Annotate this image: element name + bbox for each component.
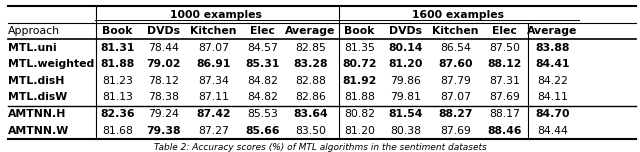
Text: Elec: Elec <box>492 26 517 36</box>
Text: MTL.weighted: MTL.weighted <box>8 59 95 69</box>
Text: Kitchen: Kitchen <box>433 26 479 36</box>
Text: 87.07: 87.07 <box>198 43 229 53</box>
Text: 87.27: 87.27 <box>198 126 229 136</box>
Text: 1600 examples: 1600 examples <box>412 10 504 20</box>
Text: 88.46: 88.46 <box>487 126 522 136</box>
Text: Elec: Elec <box>250 26 275 36</box>
Text: 87.79: 87.79 <box>440 76 471 86</box>
Text: 88.27: 88.27 <box>438 109 473 119</box>
Text: 83.28: 83.28 <box>293 59 328 69</box>
Text: 87.07: 87.07 <box>440 92 471 102</box>
Text: 88.12: 88.12 <box>488 59 522 69</box>
Text: 87.11: 87.11 <box>198 92 229 102</box>
Text: 82.36: 82.36 <box>100 109 135 119</box>
Text: MTL.disW: MTL.disW <box>8 92 68 102</box>
Text: DVDs: DVDs <box>389 26 422 36</box>
Text: 87.34: 87.34 <box>198 76 229 86</box>
Text: 84.82: 84.82 <box>247 92 278 102</box>
Text: 81.54: 81.54 <box>388 109 423 119</box>
Text: 81.23: 81.23 <box>102 76 133 86</box>
Text: 81.88: 81.88 <box>100 59 134 69</box>
Text: 87.31: 87.31 <box>489 76 520 86</box>
Text: Kitchen: Kitchen <box>191 26 237 36</box>
Text: Table 2: Accuracy scores (%) of MTL algorithms in the sentiment datasets: Table 2: Accuracy scores (%) of MTL algo… <box>154 143 486 152</box>
Text: 79.81: 79.81 <box>390 92 421 102</box>
Text: 83.88: 83.88 <box>535 43 570 53</box>
Text: 79.02: 79.02 <box>147 59 180 69</box>
Text: 81.92: 81.92 <box>342 76 377 86</box>
Text: AMTNN.H: AMTNN.H <box>8 109 67 119</box>
Text: 87.50: 87.50 <box>489 43 520 53</box>
Text: 81.68: 81.68 <box>102 126 133 136</box>
Text: 80.82: 80.82 <box>344 109 375 119</box>
Text: 83.64: 83.64 <box>293 109 328 119</box>
Text: 85.31: 85.31 <box>245 59 280 69</box>
Text: 80.72: 80.72 <box>342 59 377 69</box>
Text: MTL.disH: MTL.disH <box>8 76 65 86</box>
Text: 82.86: 82.86 <box>295 92 326 102</box>
Text: 84.57: 84.57 <box>247 43 278 53</box>
Text: Average: Average <box>527 26 578 36</box>
Text: Approach: Approach <box>8 26 60 36</box>
Text: 78.44: 78.44 <box>148 43 179 53</box>
Text: 81.20: 81.20 <box>388 59 423 69</box>
Text: 87.60: 87.60 <box>438 59 473 69</box>
Text: 86.91: 86.91 <box>196 59 231 69</box>
Text: 84.82: 84.82 <box>247 76 278 86</box>
Text: 81.35: 81.35 <box>344 43 375 53</box>
Text: 79.24: 79.24 <box>148 109 179 119</box>
Text: AMTNN.W: AMTNN.W <box>8 126 70 136</box>
Text: 1000 examples: 1000 examples <box>170 10 262 20</box>
Text: 79.86: 79.86 <box>390 76 421 86</box>
Text: 83.50: 83.50 <box>295 126 326 136</box>
Text: 80.38: 80.38 <box>390 126 421 136</box>
Text: 85.66: 85.66 <box>245 126 280 136</box>
Text: DVDs: DVDs <box>147 26 180 36</box>
Text: 81.88: 81.88 <box>344 92 375 102</box>
Text: Average: Average <box>285 26 335 36</box>
Text: 80.14: 80.14 <box>388 43 423 53</box>
Text: 84.11: 84.11 <box>537 92 568 102</box>
Text: Book: Book <box>102 26 132 36</box>
Text: 84.22: 84.22 <box>537 76 568 86</box>
Text: 87.69: 87.69 <box>489 92 520 102</box>
Text: 82.88: 82.88 <box>295 76 326 86</box>
Text: 81.20: 81.20 <box>344 126 375 136</box>
Text: 81.13: 81.13 <box>102 92 133 102</box>
Text: 86.54: 86.54 <box>440 43 471 53</box>
Text: 78.12: 78.12 <box>148 76 179 86</box>
Text: 82.85: 82.85 <box>295 43 326 53</box>
Text: 85.53: 85.53 <box>247 109 278 119</box>
Text: 84.70: 84.70 <box>535 109 570 119</box>
Text: 84.41: 84.41 <box>535 59 570 69</box>
Text: MTL.uni: MTL.uni <box>8 43 57 53</box>
Text: 78.38: 78.38 <box>148 92 179 102</box>
Text: Book: Book <box>344 26 375 36</box>
Text: 87.42: 87.42 <box>196 109 231 119</box>
Text: 87.69: 87.69 <box>440 126 471 136</box>
Text: 84.44: 84.44 <box>537 126 568 136</box>
Text: 79.38: 79.38 <box>147 126 180 136</box>
Text: 88.17: 88.17 <box>489 109 520 119</box>
Text: 81.31: 81.31 <box>100 43 135 53</box>
